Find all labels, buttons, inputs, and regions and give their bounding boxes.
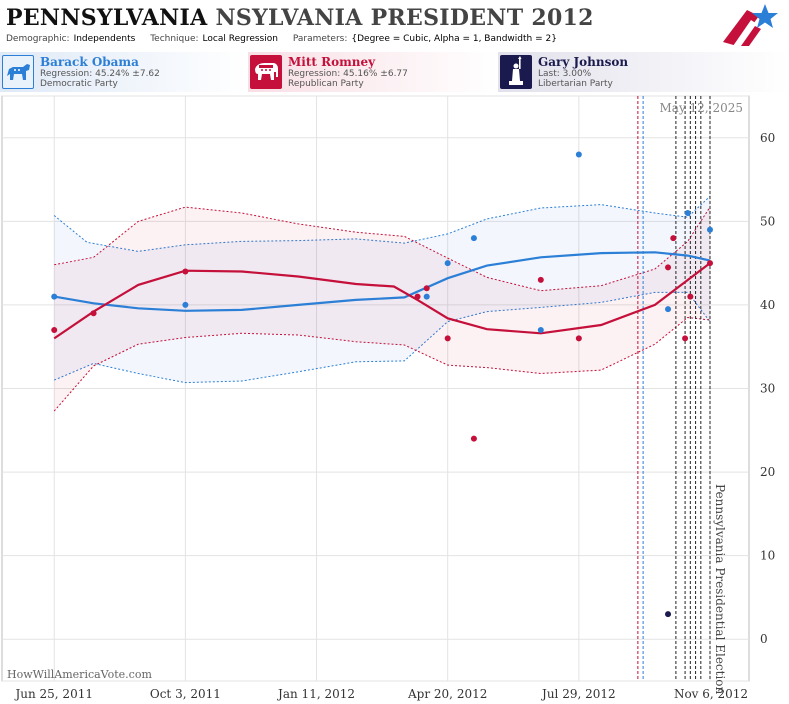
y-tick-label: 50 bbox=[760, 214, 775, 228]
candidate-party: Libertarian Party bbox=[538, 79, 613, 89]
parameters-line: Demographic: Independents Technique: Local… bbox=[6, 34, 569, 44]
poll-point bbox=[670, 235, 677, 242]
poll-point bbox=[182, 301, 189, 308]
poll-point bbox=[575, 151, 582, 158]
event-lines bbox=[637, 96, 711, 681]
x-tick-label: Jun 25, 2011 bbox=[13, 687, 93, 701]
poll-point bbox=[684, 210, 691, 216]
statue-of-liberty-icon bbox=[500, 55, 532, 89]
date-label: May 12, 2025 bbox=[660, 101, 743, 115]
elephant-icon bbox=[250, 55, 282, 89]
poll-point bbox=[444, 260, 451, 267]
candidate-stat: Regression: 45.24% ±7.62 bbox=[40, 69, 160, 79]
param-key: Demographic: bbox=[6, 34, 70, 44]
event-label: Pennsylvania Presidential Election bbox=[713, 484, 727, 695]
candidate-obama[interactable]: Barack Obama Regression: 45.24% ±7.62 De… bbox=[0, 52, 248, 92]
poll-point bbox=[444, 335, 451, 342]
stars-and-stripes-logo-icon[interactable] bbox=[719, 2, 779, 48]
y-tick-label: 40 bbox=[760, 298, 775, 312]
y-tick-label: 60 bbox=[760, 131, 775, 145]
poll-point bbox=[537, 327, 544, 333]
poll-point bbox=[687, 293, 694, 300]
param-key: Parameters: bbox=[292, 34, 348, 44]
candidate-party: Democratic Party bbox=[40, 79, 118, 89]
poll-point bbox=[537, 276, 544, 283]
candidate-bar: Barack Obama Regression: 45.24% ±7.62 De… bbox=[0, 52, 789, 94]
y-tick-label: 30 bbox=[760, 382, 775, 396]
x-tick-label: Apr 20, 2012 bbox=[407, 687, 487, 701]
x-tick-label: Jan 11, 2012 bbox=[276, 687, 355, 701]
y-tick-label: 0 bbox=[760, 632, 768, 646]
poll-point bbox=[470, 435, 477, 442]
donkey-icon bbox=[2, 55, 34, 89]
poll-point bbox=[414, 293, 421, 300]
poll-point bbox=[182, 268, 189, 275]
param-value: Local Regression bbox=[202, 34, 278, 44]
poll-point bbox=[707, 260, 713, 267]
confidence-band bbox=[54, 207, 710, 412]
poll-chart: 0 10 20 30 40 50 60 Jun 25, 2011 Oct 3, 2011 Jan … bbox=[1, 95, 775, 701]
candidate-name: Mitt Romney bbox=[288, 55, 376, 69]
candidate-stat: Regression: 45.16% ±6.77 bbox=[288, 69, 408, 79]
page-title: PENNSYLVANIA NSYLVANIA PRESIDENT 2012 bbox=[6, 5, 594, 31]
trend-lines bbox=[53, 251, 711, 340]
grid bbox=[1, 95, 750, 682]
poll-point bbox=[90, 310, 97, 317]
y-tick-label: 10 bbox=[760, 549, 775, 563]
poll-point bbox=[470, 235, 477, 242]
poll-point bbox=[575, 335, 582, 342]
param-value: Independents bbox=[73, 34, 136, 44]
candidate-romney[interactable]: Mitt Romney Regression: 45.16% ±6.77 Rep… bbox=[248, 52, 498, 92]
candidate-johnson[interactable]: Gary Johnson Last: 3.00% Libertarian Par… bbox=[498, 52, 789, 92]
candidate-stat: Last: 3.00% bbox=[538, 69, 592, 79]
trend-line bbox=[54, 251, 711, 312]
param-key: Technique: bbox=[150, 34, 199, 44]
poll-point bbox=[665, 611, 672, 618]
poll-point bbox=[707, 226, 713, 233]
candidate-name: Barack Obama bbox=[40, 55, 139, 69]
band-upper-edge bbox=[53, 195, 711, 252]
y-tick-label: 20 bbox=[760, 465, 775, 479]
candidate-party: Republican Party bbox=[288, 79, 364, 89]
candidate-name: Gary Johnson bbox=[538, 55, 629, 69]
poll-point bbox=[51, 293, 58, 300]
x-tick-label: Jul 29, 2012 bbox=[540, 687, 616, 701]
header: PENNSYLVANIA NSYLVANIA PRESIDENT 2012 De… bbox=[0, 0, 789, 50]
trend-line bbox=[53, 262, 711, 340]
confidence-bands bbox=[53, 195, 711, 412]
band-lower-edge bbox=[54, 291, 711, 384]
poll-point bbox=[665, 264, 672, 271]
axis-labels: 0 10 20 30 40 50 60 Jun 25, 2011 Oct 3, 2011 Jan … bbox=[13, 131, 775, 701]
poll-point bbox=[423, 293, 430, 300]
confidence-band bbox=[54, 196, 710, 383]
poll-point bbox=[423, 285, 430, 292]
x-tick-label: Nov 6, 2012 bbox=[674, 687, 748, 701]
poll-points bbox=[51, 151, 713, 618]
watermark: HowWillAmericaVote.com bbox=[7, 668, 152, 681]
poll-point bbox=[51, 327, 58, 333]
band-lower-edge bbox=[53, 316, 711, 412]
band-upper-edge bbox=[54, 206, 711, 292]
param-value: {Degree = Cubic, Alpha = 1, Bandwidth = … bbox=[351, 34, 557, 44]
title-state: PENNSYLVANIA bbox=[6, 5, 208, 31]
x-tick-label: Oct 3, 2011 bbox=[150, 687, 221, 701]
title-race: NSYLVANIA PRESIDENT 2012 bbox=[215, 5, 594, 31]
poll-point bbox=[682, 335, 689, 342]
poll-point bbox=[665, 306, 672, 313]
